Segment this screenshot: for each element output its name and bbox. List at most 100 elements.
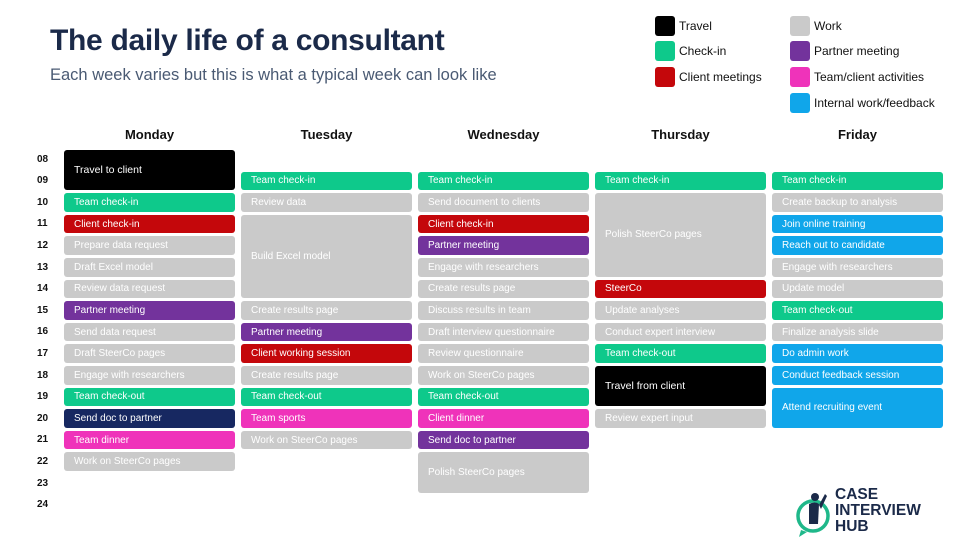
event-block: Team check-in <box>418 171 589 191</box>
event-block: Team check-in <box>241 171 412 191</box>
hour-label: 24 <box>37 499 49 511</box>
legend-label: Team/client activities <box>814 70 925 84</box>
event-block: Send doc to partner <box>64 409 235 428</box>
legend-swatch <box>655 67 675 87</box>
legend-item: Check-in <box>655 41 726 61</box>
hour-label: 22 <box>37 455 49 467</box>
hour-label: 08 <box>37 153 49 165</box>
event-block: Conduct feedback session <box>772 366 943 385</box>
event-block: Do admin work <box>772 344 943 363</box>
event-block: Team check-in <box>772 171 943 191</box>
event-block: Create results page <box>418 279 589 299</box>
event-block: Engage with researchers <box>418 258 589 277</box>
logo-line-hub: HUB <box>835 518 869 535</box>
legend-item: Partner meeting <box>790 41 899 61</box>
legend-item: Travel <box>655 16 712 36</box>
event-block: Conduct expert interview <box>595 322 766 342</box>
hour-label: 23 <box>37 477 49 489</box>
hour-label: 18 <box>37 369 49 381</box>
legend-swatch <box>790 41 810 61</box>
day-header-friday: Friday <box>837 127 877 142</box>
day-header-thursday: Thursday <box>651 127 710 142</box>
event-block: Team check-out <box>772 301 943 320</box>
event-block: Create backup to analysis <box>772 193 943 212</box>
legend-item: Work <box>790 16 842 36</box>
event-block: Create results page <box>241 301 412 320</box>
event-block: Finalize analysis slide <box>772 322 943 342</box>
event-block: Review data request <box>64 279 235 299</box>
event-block: Team dinner <box>64 430 235 450</box>
event-block: Client check-in <box>64 214 235 234</box>
event-block: Engage with researchers <box>64 366 235 385</box>
event-block: Update model <box>772 279 943 299</box>
event-block: Reach out to candidate <box>772 236 943 255</box>
legend-swatch <box>790 93 810 113</box>
event-block: Attend recruiting event <box>772 387 943 428</box>
event-block: Team check-out <box>595 344 766 363</box>
person-icon <box>796 493 830 537</box>
hour-label: 21 <box>37 434 49 446</box>
event-block: Draft Excel model <box>64 258 235 277</box>
legend-swatch <box>655 16 675 36</box>
event-block: Client working session <box>241 344 412 363</box>
hour-label: 20 <box>37 412 49 424</box>
legend-swatch <box>655 41 675 61</box>
event-block: Build Excel model <box>241 214 412 299</box>
event-block: Prepare data request <box>64 236 235 255</box>
case-interview-hub-logo: CASE INTERVIEW HUB <box>795 486 955 542</box>
logo-wordmark: CASE INTERVIEW HUB <box>835 487 921 535</box>
legend-swatch <box>790 16 810 36</box>
legend-label: Work <box>814 19 842 33</box>
event-block: Send doc to partner <box>418 430 589 450</box>
day-header-wednesday: Wednesday <box>467 127 540 142</box>
legend-label: Partner meeting <box>814 44 900 58</box>
event-block: Send data request <box>64 322 235 342</box>
page-title: The daily life of a consultant <box>50 24 445 57</box>
hour-label: 15 <box>37 304 49 316</box>
legend-item: Team/client activities <box>790 67 924 87</box>
event-block: Work on SteerCo pages <box>64 452 235 471</box>
hour-label: 11 <box>37 218 48 230</box>
legend-label: Client meetings <box>679 70 762 84</box>
event-block: Draft interview questionnaire <box>418 322 589 342</box>
event-block: Partner meeting <box>64 301 235 320</box>
event-block: Team check-out <box>241 387 412 407</box>
event-block: Work on SteerCo pages <box>418 366 589 385</box>
event-block: Review data <box>241 193 412 212</box>
legend: Travel Check-in Client meetings Work Partner… <box>655 16 965 116</box>
event-block: Engage with researchers <box>772 258 943 277</box>
event-block: Partner meeting <box>418 236 589 255</box>
legend-swatch <box>790 67 810 87</box>
hour-label: 09 <box>37 175 49 187</box>
legend-label: Check-in <box>679 44 727 58</box>
hour-label: 13 <box>37 261 49 273</box>
event-block: Work on SteerCo pages <box>241 430 412 450</box>
event-block: Client check-in <box>418 214 589 234</box>
hour-label: 12 <box>37 239 49 251</box>
event-block: Discuss results in team <box>418 301 589 320</box>
event-block: Team check-in <box>64 193 235 212</box>
day-header-monday: Monday <box>124 127 175 142</box>
event-block: Review expert input <box>595 409 766 428</box>
hour-label: 16 <box>37 326 49 338</box>
legend-label: Travel <box>679 19 712 33</box>
event-block: Team check-in <box>595 171 766 191</box>
event-block: Polish SteerCo pages <box>418 452 589 493</box>
event-block: Polish SteerCo pages <box>595 193 766 277</box>
event-block: Team check-out <box>64 387 235 407</box>
event-block: Send document to clients <box>418 193 589 212</box>
day-header-tuesday: Tuesday <box>300 127 353 142</box>
event-block: Review questionnaire <box>418 344 589 363</box>
hour-label: 19 <box>37 391 49 403</box>
logo-line-interview: INTERVIEW <box>835 502 921 519</box>
event-block: Travel to client <box>64 150 235 191</box>
event-block: Team check-out <box>418 387 589 407</box>
event-block: SteerCo <box>595 279 766 299</box>
page-subtitle: Each week varies but this is what a typi… <box>50 66 497 84</box>
event-block: Partner meeting <box>241 322 412 342</box>
legend-item: Client meetings <box>655 67 762 87</box>
event-block: Draft SteerCo pages <box>64 344 235 363</box>
hour-label: 14 <box>37 283 49 295</box>
event-block: Travel from client <box>595 366 766 407</box>
hour-label: 10 <box>37 196 49 208</box>
